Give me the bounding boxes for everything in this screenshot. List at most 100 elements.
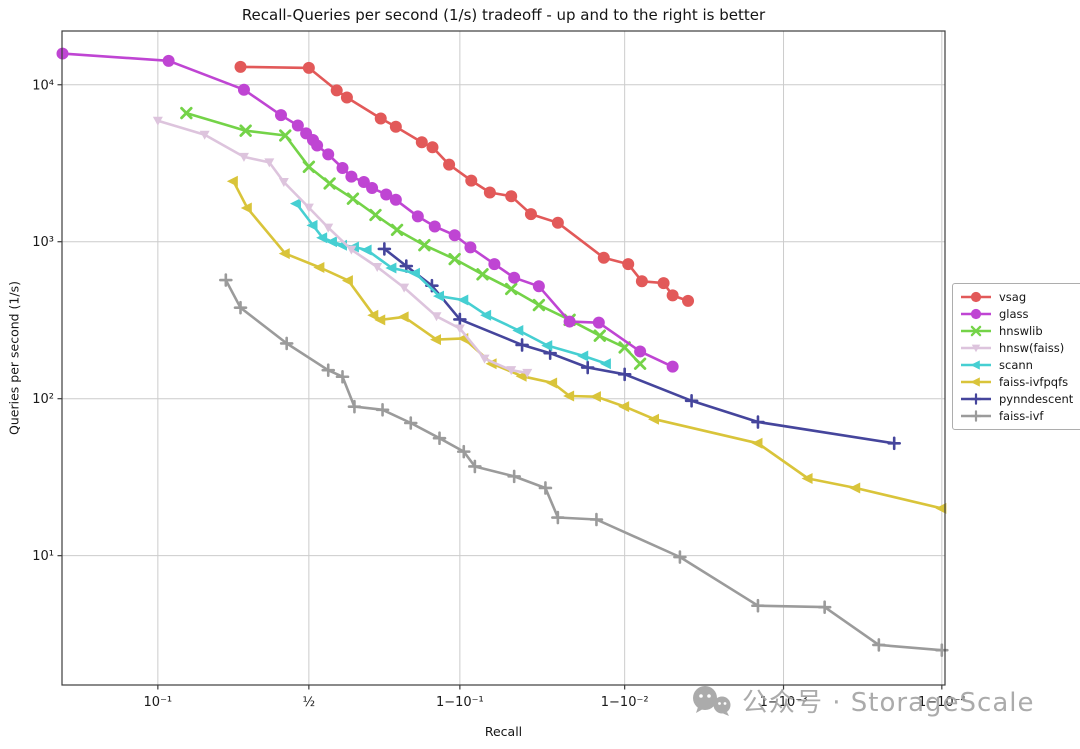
marker <box>374 314 386 326</box>
marker <box>633 357 647 370</box>
marker <box>346 192 360 205</box>
marker <box>152 116 163 126</box>
x-tick-label: 10⁻¹ <box>144 695 173 710</box>
marker <box>515 338 529 352</box>
watermark-text: 公众号 · StorageScale <box>742 688 1035 718</box>
marker <box>303 203 314 213</box>
marker <box>311 139 324 152</box>
legend-label: scann <box>999 358 1033 372</box>
marker <box>479 354 490 364</box>
marker <box>532 298 546 312</box>
marker <box>618 401 630 413</box>
marker <box>264 158 275 168</box>
marker <box>648 413 660 425</box>
marker <box>617 367 632 382</box>
marker <box>403 416 418 430</box>
marker <box>666 289 679 302</box>
legend-marker-faiss-ivf <box>961 410 991 422</box>
legend: vsag glass hnswlib hnsw(faiss) scann faiss-iv… <box>952 283 1080 430</box>
marker <box>682 294 695 307</box>
chart-title: Recall-Queries per second (1/s) tradeoff… <box>241 6 766 24</box>
marker <box>385 262 397 274</box>
y-tick-label: 10⁴ <box>32 78 54 93</box>
marker <box>302 61 315 74</box>
marker <box>872 638 886 652</box>
legend-marker-pynndescent <box>961 393 991 405</box>
marker <box>751 598 765 613</box>
legend-item-hnsw(faiss): hnsw(faiss) <box>959 341 1073 355</box>
marker <box>563 315 576 328</box>
marker <box>522 368 533 378</box>
marker <box>801 473 813 485</box>
legend-marker-faiss-ivfpqfs <box>961 377 991 387</box>
marker <box>506 366 517 376</box>
y-tick-label: 10² <box>32 392 54 407</box>
marker <box>325 236 337 248</box>
marker <box>302 160 316 174</box>
marker <box>532 280 545 293</box>
marker <box>397 311 409 323</box>
marker <box>291 119 304 132</box>
marker <box>634 345 647 358</box>
marker <box>538 481 553 495</box>
marker <box>321 363 336 377</box>
legend-item-pynndescent: pynndescent <box>959 392 1073 406</box>
marker <box>390 223 404 237</box>
marker <box>751 415 765 429</box>
marker <box>971 344 981 353</box>
marker <box>970 308 982 320</box>
axes-frame <box>61 30 946 686</box>
marker <box>399 259 414 273</box>
marker <box>432 431 447 446</box>
marker <box>389 120 402 133</box>
marker <box>162 54 175 67</box>
marker <box>468 459 482 474</box>
series-line-scann <box>295 202 608 365</box>
marker <box>180 106 193 120</box>
marker <box>316 232 328 244</box>
marker <box>622 258 635 271</box>
marker <box>372 263 383 273</box>
marker <box>551 216 564 229</box>
legend-item-vsag: vsag <box>959 290 1073 304</box>
marker <box>418 239 431 252</box>
marker <box>970 410 982 422</box>
marker <box>970 325 982 337</box>
x-tick-label: 1−10⁻² <box>601 695 649 710</box>
marker <box>580 360 595 375</box>
x-axis-label: Recall <box>484 724 523 739</box>
legend-item-faiss-ivf: faiss-ivf <box>959 409 1073 423</box>
marker <box>226 175 238 187</box>
x-tick-label: 1−10⁻³ <box>760 695 808 710</box>
marker <box>465 174 478 187</box>
marker <box>485 358 497 370</box>
marker <box>684 393 699 408</box>
marker <box>448 252 461 266</box>
marker <box>524 208 537 221</box>
marker <box>849 482 861 494</box>
marker <box>454 324 465 334</box>
marker <box>306 219 318 231</box>
legend-marker-hnswlib <box>961 325 991 337</box>
legend-marker-vsag <box>961 291 991 303</box>
x-tick-label: 1−10⁻¹ <box>436 695 484 710</box>
legend-label: pynndescent <box>999 392 1074 406</box>
marker <box>589 391 601 403</box>
watermark: 公众号 · StorageScale <box>690 682 1034 719</box>
x-tick-label: ½ <box>303 695 316 710</box>
marker <box>340 91 353 104</box>
marker <box>234 60 247 73</box>
legend-label: hnsw(faiss) <box>999 341 1065 355</box>
marker <box>330 84 343 97</box>
marker <box>887 436 901 451</box>
legend-label: faiss-ivfpqfs <box>999 375 1069 389</box>
marker <box>431 312 442 322</box>
legend-marker-hnsw(faiss) <box>961 344 991 353</box>
marker <box>546 377 558 389</box>
marker <box>464 241 477 254</box>
marker <box>597 251 610 264</box>
marker <box>347 399 362 414</box>
marker <box>666 360 679 373</box>
legend-label: glass <box>999 307 1029 321</box>
